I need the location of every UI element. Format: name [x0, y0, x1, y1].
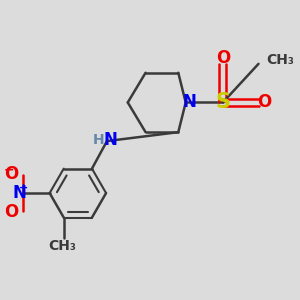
- Text: N: N: [103, 131, 118, 149]
- Text: CH₃: CH₃: [48, 239, 76, 253]
- Text: N: N: [183, 94, 196, 112]
- Text: CH₃: CH₃: [266, 53, 294, 67]
- Text: −: −: [3, 164, 14, 176]
- Text: N: N: [12, 184, 26, 202]
- Text: H: H: [92, 134, 104, 148]
- Text: S: S: [215, 92, 230, 112]
- Text: +: +: [19, 183, 28, 193]
- Text: O: O: [4, 165, 19, 183]
- Text: O: O: [257, 94, 271, 112]
- Text: O: O: [216, 50, 230, 68]
- Text: O: O: [4, 203, 19, 221]
